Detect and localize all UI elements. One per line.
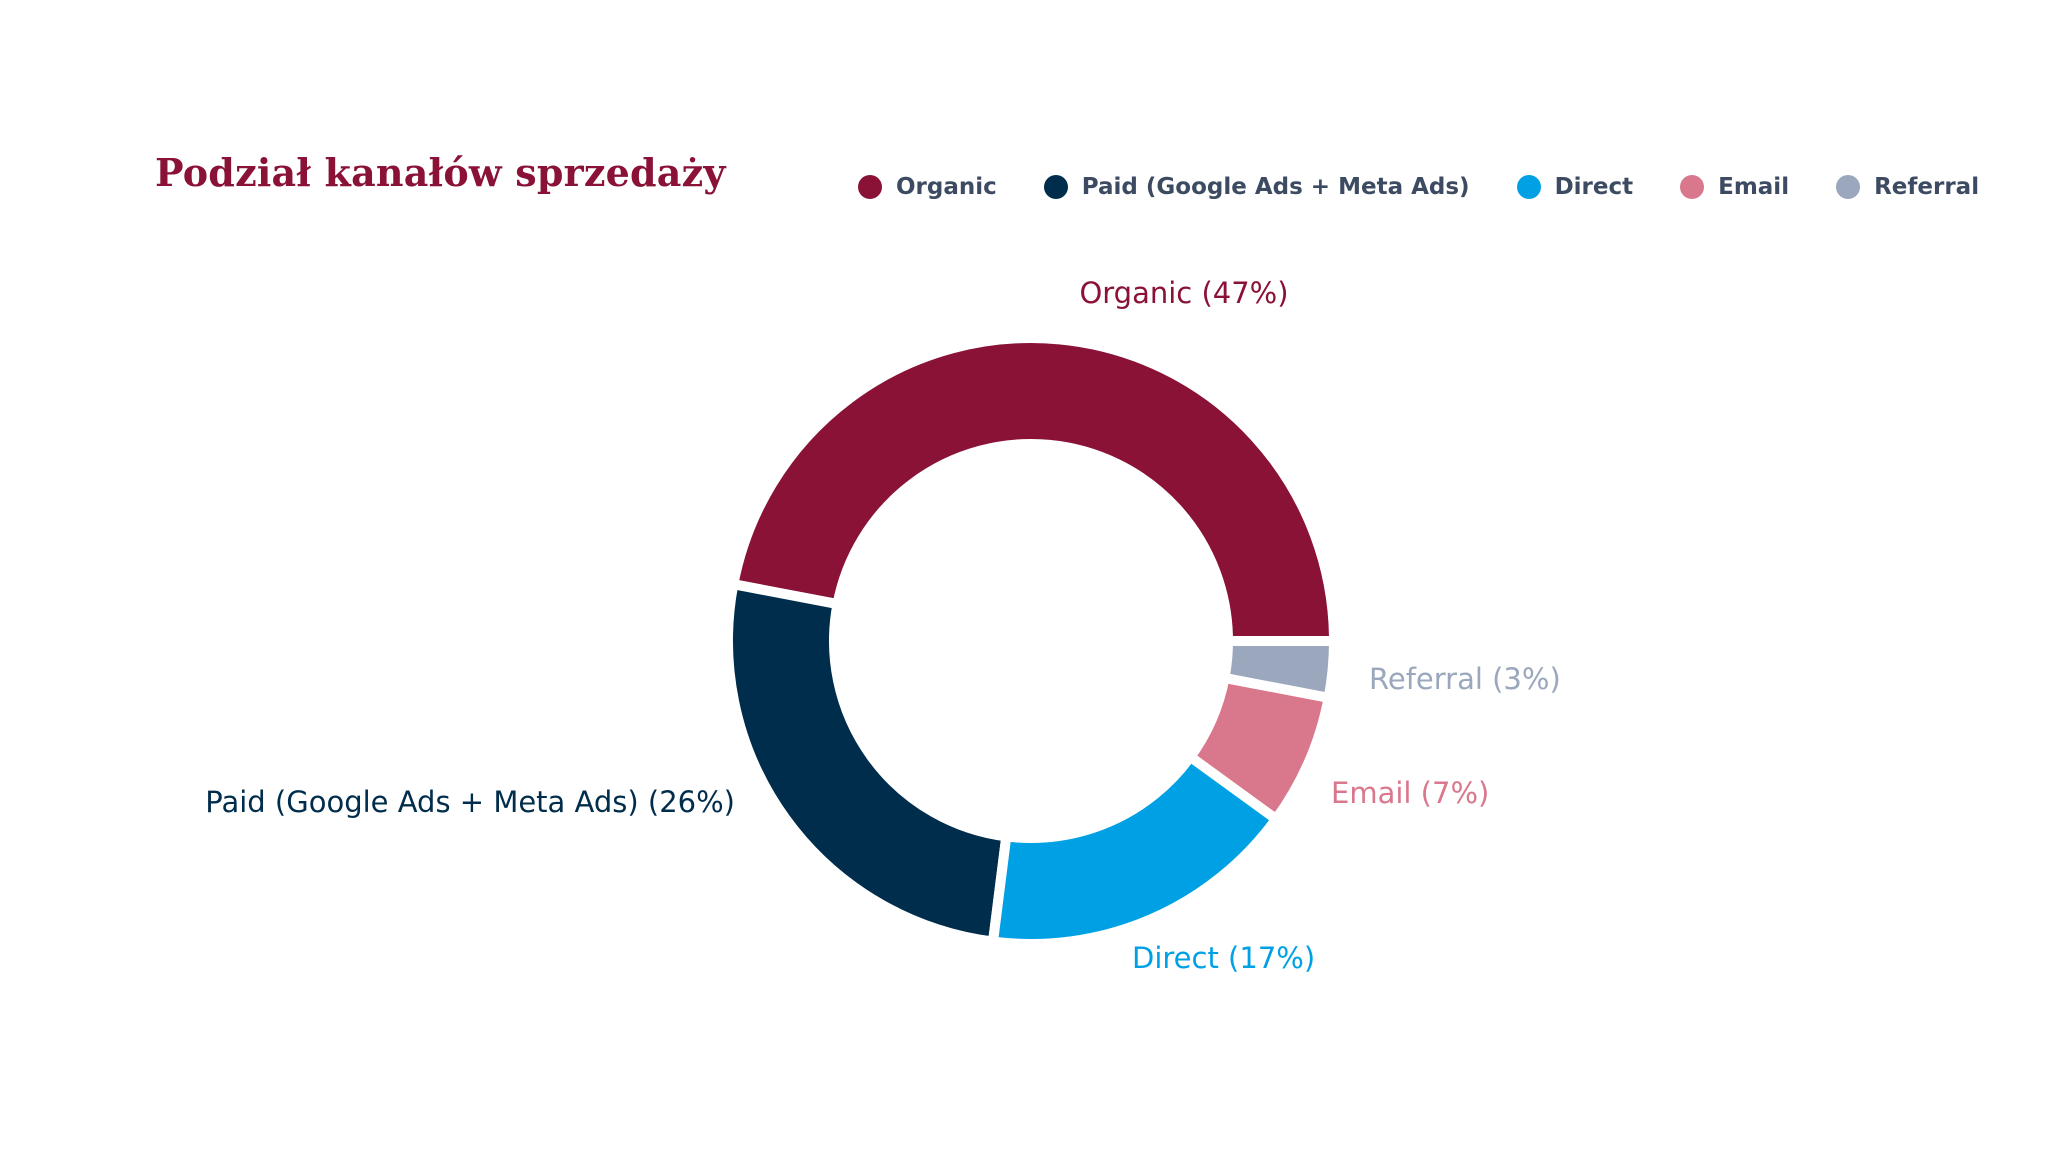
legend-label-email: Email <box>1718 174 1790 200</box>
legend-item-email[interactable]: Email <box>1680 174 1789 200</box>
legend-swatch-direct <box>1516 175 1541 199</box>
donut-slice-referral[interactable] <box>1218 636 1340 704</box>
slice-label-referral: Referral (3%) <box>1369 662 1561 696</box>
legend-label-paid: Paid (Google Ads + Meta Ads) <box>1081 174 1470 200</box>
legend-item-referral[interactable]: Referral <box>1836 174 1979 200</box>
legend-label-organic: Organic <box>896 174 997 200</box>
legend-swatch-paid <box>1043 175 1068 199</box>
donut-slice-paid[interactable] <box>723 578 1012 948</box>
legend-swatch-referral <box>1836 175 1861 199</box>
legend-label-referral: Referral <box>1874 174 1980 200</box>
slice-label-organic: Organic (47%) <box>1079 276 1288 310</box>
legend-item-direct[interactable]: Direct <box>1516 174 1634 200</box>
legend-label-direct: Direct <box>1554 174 1634 200</box>
legend-item-organic[interactable]: Organic <box>858 174 997 200</box>
donut-slice-direct[interactable] <box>987 749 1284 949</box>
legend-item-paid[interactable]: Paid (Google Ads + Meta Ads) <box>1043 174 1470 200</box>
legend-swatch-email <box>1680 175 1705 199</box>
slice-label-direct: Direct (17%) <box>1132 941 1315 975</box>
legend-swatch-organic <box>858 175 882 199</box>
slice-label-paid: Paid (Google Ads + Meta Ads) (26%) <box>205 785 735 819</box>
donut-slice-organic[interactable] <box>727 333 1340 646</box>
donut-slices <box>723 333 1340 949</box>
chart-legend: Organic Paid (Google Ads + Meta Ads) Dir… <box>858 174 1979 200</box>
chart-title: Podział kanałów sprzedaży <box>155 150 726 195</box>
slice-label-email: Email (7%) <box>1331 776 1489 810</box>
